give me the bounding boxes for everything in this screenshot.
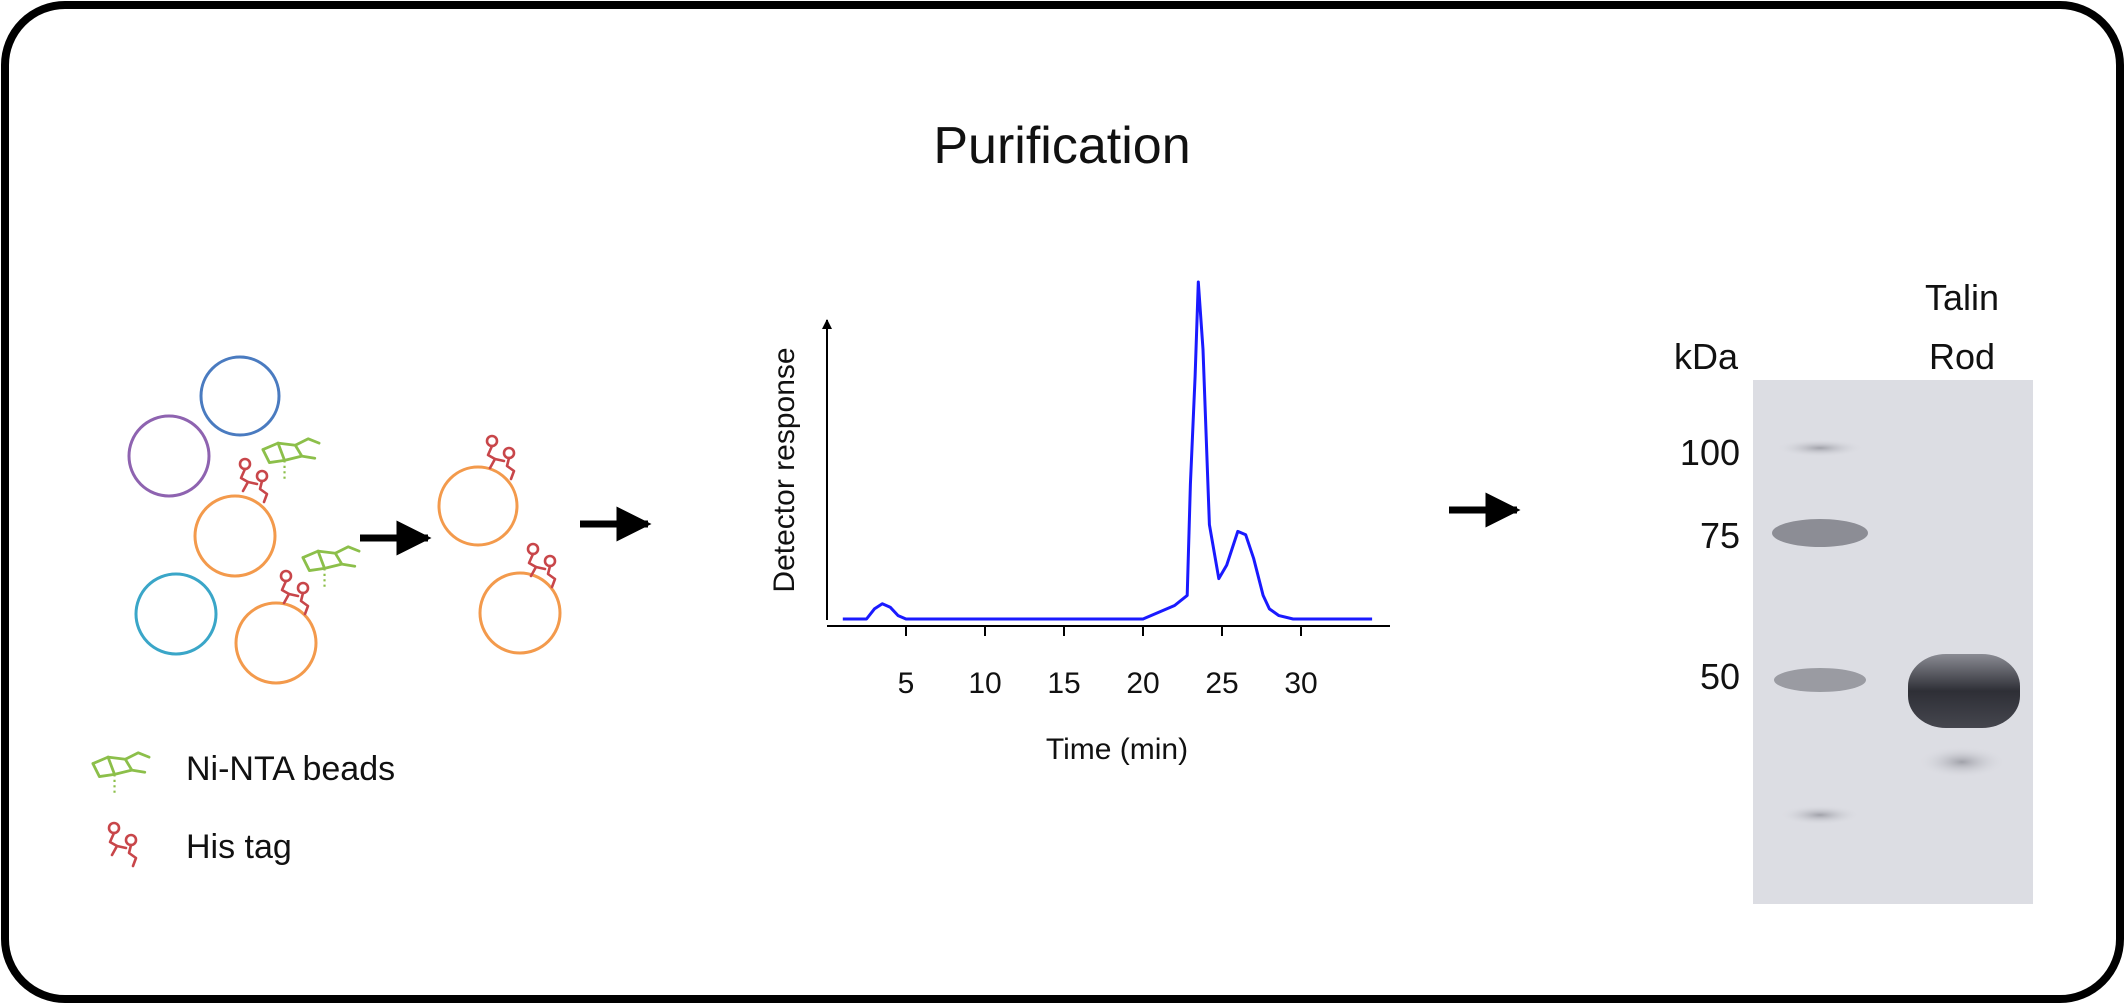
bead-orange <box>234 601 318 685</box>
talin-rod-band <box>1908 654 2020 728</box>
sample-smear <box>1918 746 2006 778</box>
bead-orange <box>437 465 519 547</box>
legend: Ni-NTA beads His tag <box>91 750 395 868</box>
bound-beads-panel <box>437 434 562 655</box>
cell-cyan <box>134 572 218 656</box>
gel-lane-label-line2: Rod <box>1929 336 1995 377</box>
marker-label-100: 100 <box>1680 432 1740 473</box>
legend-histag-label: His tag <box>186 828 292 866</box>
detector-trace <box>842 280 1373 621</box>
legend-beads-label: Ni-NTA beads <box>186 750 395 788</box>
x-tick-label: 15 <box>1047 667 1080 700</box>
marker-label-50: 50 <box>1700 656 1740 697</box>
gel-panel: kDa Talin Rod 100 75 50 <box>1674 277 2033 904</box>
marker-band-faint <box>1780 805 1860 825</box>
marker-band-50 <box>1774 668 1866 692</box>
x-tick-label: 25 <box>1205 667 1238 700</box>
gel-lane-label-line1: Talin <box>1925 277 1999 318</box>
bead-orange <box>193 494 277 578</box>
chromatogram-chart: Detector response Time (min) 5 10 15 20 25 30 <box>768 280 1390 766</box>
x-tick-label: 30 <box>1284 667 1317 700</box>
x-tick-label: 20 <box>1126 667 1159 700</box>
marker-label-75: 75 <box>1700 515 1740 556</box>
marker-band-100 <box>1776 439 1864 457</box>
bead-orange <box>478 571 562 655</box>
y-axis-label: Detector response <box>768 347 801 592</box>
cell-purple <box>127 414 211 498</box>
lysate-panel <box>127 355 361 685</box>
x-tick-label: 5 <box>898 667 915 700</box>
gel-image <box>1753 380 2033 904</box>
x-tick-label: 10 <box>968 667 1001 700</box>
figure-title: Purification <box>933 117 1190 175</box>
x-axis-label: Time (min) <box>1046 733 1188 766</box>
cell-blue <box>199 355 281 437</box>
gel-unit-label: kDa <box>1674 336 1739 377</box>
marker-band-75 <box>1772 519 1868 547</box>
